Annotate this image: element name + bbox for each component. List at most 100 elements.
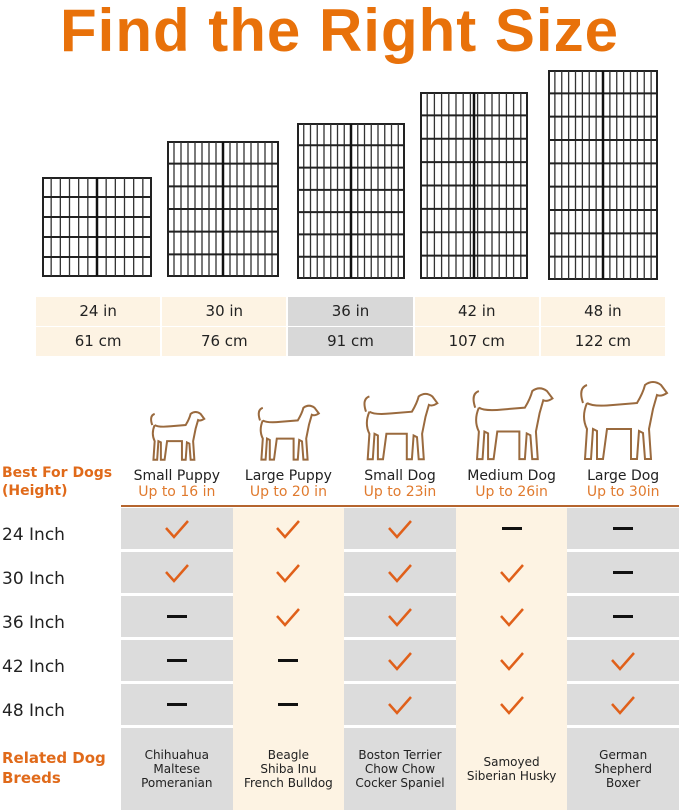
fit-cell bbox=[567, 684, 679, 728]
check-icon bbox=[164, 563, 189, 583]
size-inches: 24 in bbox=[36, 297, 161, 326]
check-icon bbox=[499, 607, 524, 627]
dog-silhouette-icon bbox=[472, 387, 554, 461]
fit-cell bbox=[455, 596, 568, 640]
page-title: Find the Right Size bbox=[60, 0, 619, 64]
dog-height: Up to 26in bbox=[475, 484, 548, 500]
dash-icon bbox=[613, 615, 634, 618]
breed-list: Samoyed Siberian Husky bbox=[455, 728, 568, 810]
dog-size-column: Small Puppy Up to 16 in bbox=[121, 370, 233, 500]
size-inches: 48 in bbox=[540, 297, 666, 326]
dash-icon bbox=[278, 659, 299, 662]
dash-icon bbox=[613, 571, 634, 574]
row-label: 24 Inch bbox=[2, 525, 65, 545]
divider bbox=[121, 505, 679, 507]
row-label: 30 Inch bbox=[2, 569, 65, 589]
check-icon bbox=[388, 695, 412, 715]
size-cm: 91 cm bbox=[288, 327, 413, 356]
fit-cell bbox=[121, 552, 233, 596]
check-icon bbox=[164, 519, 189, 539]
check-icon bbox=[611, 651, 636, 671]
fit-cell bbox=[232, 596, 345, 640]
dog-height: Up to 16 in bbox=[138, 484, 216, 500]
table-row bbox=[121, 640, 679, 684]
size-inches: 42 in bbox=[414, 297, 539, 326]
fit-cell bbox=[455, 684, 568, 728]
breeds-label: Related Dog Breeds bbox=[2, 749, 106, 787]
dog-silhouette-icon bbox=[580, 381, 669, 460]
fit-cell bbox=[344, 552, 456, 596]
size-inches: 30 in bbox=[162, 297, 287, 326]
fit-cell bbox=[232, 684, 345, 728]
breeds-row: Chihuahua Maltese Pomeranian Beagle Shiba… bbox=[121, 728, 679, 810]
dog-size-header: Small Puppy Up to 16 in Large Puppy Up to 2… bbox=[121, 370, 679, 500]
breed-list: Beagle Shiba Inu French Bulldog bbox=[232, 728, 345, 810]
check-icon bbox=[611, 695, 636, 715]
size-cm: 76 cm bbox=[162, 327, 287, 356]
dog-height: Up to 23in bbox=[363, 484, 437, 500]
size-inches: 36 in bbox=[288, 297, 413, 326]
dog-size-name: Large Puppy bbox=[244, 468, 332, 484]
dog-height: Up to 20 in bbox=[249, 484, 327, 500]
dog-size-name: Medium Dog bbox=[467, 468, 556, 484]
breed-list: Boston Terrier Chow Chow Cocker Spaniel bbox=[344, 728, 456, 810]
dash-icon bbox=[278, 703, 299, 706]
check-icon bbox=[499, 695, 524, 715]
pen-image-2 bbox=[167, 141, 279, 277]
fit-cell bbox=[567, 552, 679, 596]
fit-cell bbox=[121, 596, 233, 640]
fit-cell bbox=[567, 640, 679, 684]
table-row bbox=[121, 684, 679, 728]
table-row bbox=[121, 552, 679, 596]
pen-image-1 bbox=[42, 177, 152, 277]
best-for-label: Best For Dogs (Height) bbox=[2, 465, 113, 499]
fit-cell bbox=[567, 508, 679, 552]
pen-image-5 bbox=[548, 70, 658, 280]
dash-icon bbox=[613, 527, 634, 530]
fit-cell bbox=[344, 684, 456, 728]
check-icon bbox=[388, 651, 412, 671]
dog-size-column: Large Puppy Up to 20 in bbox=[233, 370, 345, 500]
fit-cell bbox=[121, 508, 233, 552]
dog-size-name: Small Dog bbox=[364, 468, 436, 484]
pen-image-3 bbox=[297, 123, 405, 279]
dash-icon bbox=[501, 527, 522, 530]
fit-cell bbox=[455, 640, 568, 684]
fit-grid: Chihuahua Maltese Pomeranian Beagle Shiba… bbox=[121, 508, 679, 810]
pen-image-4 bbox=[420, 92, 528, 279]
dog-size-column: Medium Dog Up to 26in bbox=[456, 370, 568, 500]
check-icon bbox=[388, 563, 412, 583]
fit-cell bbox=[344, 508, 456, 552]
dash-icon bbox=[166, 615, 187, 618]
fit-cell bbox=[121, 640, 233, 684]
dog-silhouette-icon bbox=[149, 411, 206, 461]
check-icon bbox=[388, 607, 412, 627]
table-row bbox=[121, 596, 679, 640]
table-row bbox=[121, 508, 679, 552]
fit-cell bbox=[567, 596, 679, 640]
size-cm: 61 cm bbox=[36, 327, 161, 356]
fit-cell bbox=[455, 552, 568, 596]
dog-size-name: Large Dog bbox=[587, 468, 660, 484]
check-icon bbox=[388, 519, 412, 539]
row-label: 48 Inch bbox=[2, 701, 65, 721]
size-cm: 107 cm bbox=[414, 327, 539, 356]
dog-size-column: Large Dog Up to 30in bbox=[567, 370, 679, 500]
check-icon bbox=[276, 563, 301, 583]
size-cm: 122 cm bbox=[540, 327, 666, 356]
row-label: 42 Inch bbox=[2, 657, 65, 677]
fit-cell bbox=[455, 508, 568, 552]
breed-list: Chihuahua Maltese Pomeranian bbox=[121, 728, 233, 810]
dog-silhouette-icon bbox=[363, 392, 439, 461]
fit-cell bbox=[344, 640, 456, 684]
fit-cell bbox=[232, 640, 345, 684]
dog-size-column: Small Dog Up to 23in bbox=[344, 370, 456, 500]
dog-silhouette-icon bbox=[258, 404, 321, 461]
dash-icon bbox=[166, 659, 187, 662]
breed-list: German Shepherd Boxer bbox=[567, 728, 679, 810]
size-table: 24 in 30 in 36 in 42 in 48 in 61 cm 76 cm 91 c… bbox=[36, 297, 667, 357]
dash-icon bbox=[166, 703, 187, 706]
check-icon bbox=[276, 519, 301, 539]
dog-size-name: Small Puppy bbox=[133, 468, 221, 484]
fit-cell bbox=[121, 684, 233, 728]
